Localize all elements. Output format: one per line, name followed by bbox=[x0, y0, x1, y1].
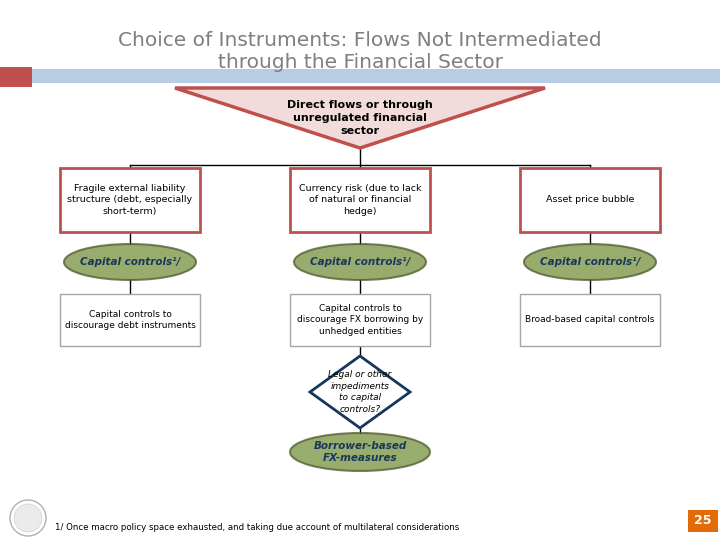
Text: 1/ Once macro policy space exhausted, and taking due account of multilateral con: 1/ Once macro policy space exhausted, an… bbox=[55, 523, 459, 532]
Bar bbox=[520, 294, 660, 346]
Bar bbox=[290, 294, 430, 346]
Bar bbox=[60, 168, 200, 232]
Text: through the Financial Sector: through the Financial Sector bbox=[217, 52, 503, 71]
Bar bbox=[0, 69, 720, 83]
Text: Capital controls¹/: Capital controls¹/ bbox=[80, 257, 180, 267]
Bar bbox=[290, 168, 430, 232]
Text: 25: 25 bbox=[694, 515, 712, 528]
Bar bbox=[60, 294, 200, 346]
Text: Choice of Instruments: Flows Not Intermediated: Choice of Instruments: Flows Not Interme… bbox=[118, 30, 602, 50]
Ellipse shape bbox=[524, 244, 656, 280]
Polygon shape bbox=[310, 356, 410, 428]
Ellipse shape bbox=[64, 244, 196, 280]
Text: Asset price bubble: Asset price bubble bbox=[546, 195, 634, 205]
Bar bbox=[0, 67, 32, 87]
Text: Capital controls¹/: Capital controls¹/ bbox=[310, 257, 410, 267]
Text: Capital controls¹/: Capital controls¹/ bbox=[540, 257, 640, 267]
Circle shape bbox=[14, 504, 42, 532]
Text: Currency risk (due to lack
of natural or financial
hedge): Currency risk (due to lack of natural or… bbox=[299, 184, 421, 217]
Bar bbox=[688, 510, 718, 532]
Text: Capital controls to
discourage debt instruments: Capital controls to discourage debt inst… bbox=[65, 309, 195, 330]
Text: Capital controls to
discourage FX borrowing by
unhedged entities: Capital controls to discourage FX borrow… bbox=[297, 303, 423, 336]
Ellipse shape bbox=[294, 244, 426, 280]
Bar bbox=[520, 168, 660, 232]
Text: Borrower-based
FX-measures: Borrower-based FX-measures bbox=[313, 441, 407, 463]
Text: Direct flows or through
unregulated financial
sector: Direct flows or through unregulated fina… bbox=[287, 100, 433, 136]
Text: Legal or other
impediments
to capital
controls?: Legal or other impediments to capital co… bbox=[328, 370, 392, 414]
Text: Broad-based capital controls: Broad-based capital controls bbox=[526, 315, 654, 325]
Text: Fragile external liability
structure (debt, especially
short-term): Fragile external liability structure (de… bbox=[68, 184, 192, 217]
Ellipse shape bbox=[290, 433, 430, 471]
Polygon shape bbox=[175, 88, 545, 148]
